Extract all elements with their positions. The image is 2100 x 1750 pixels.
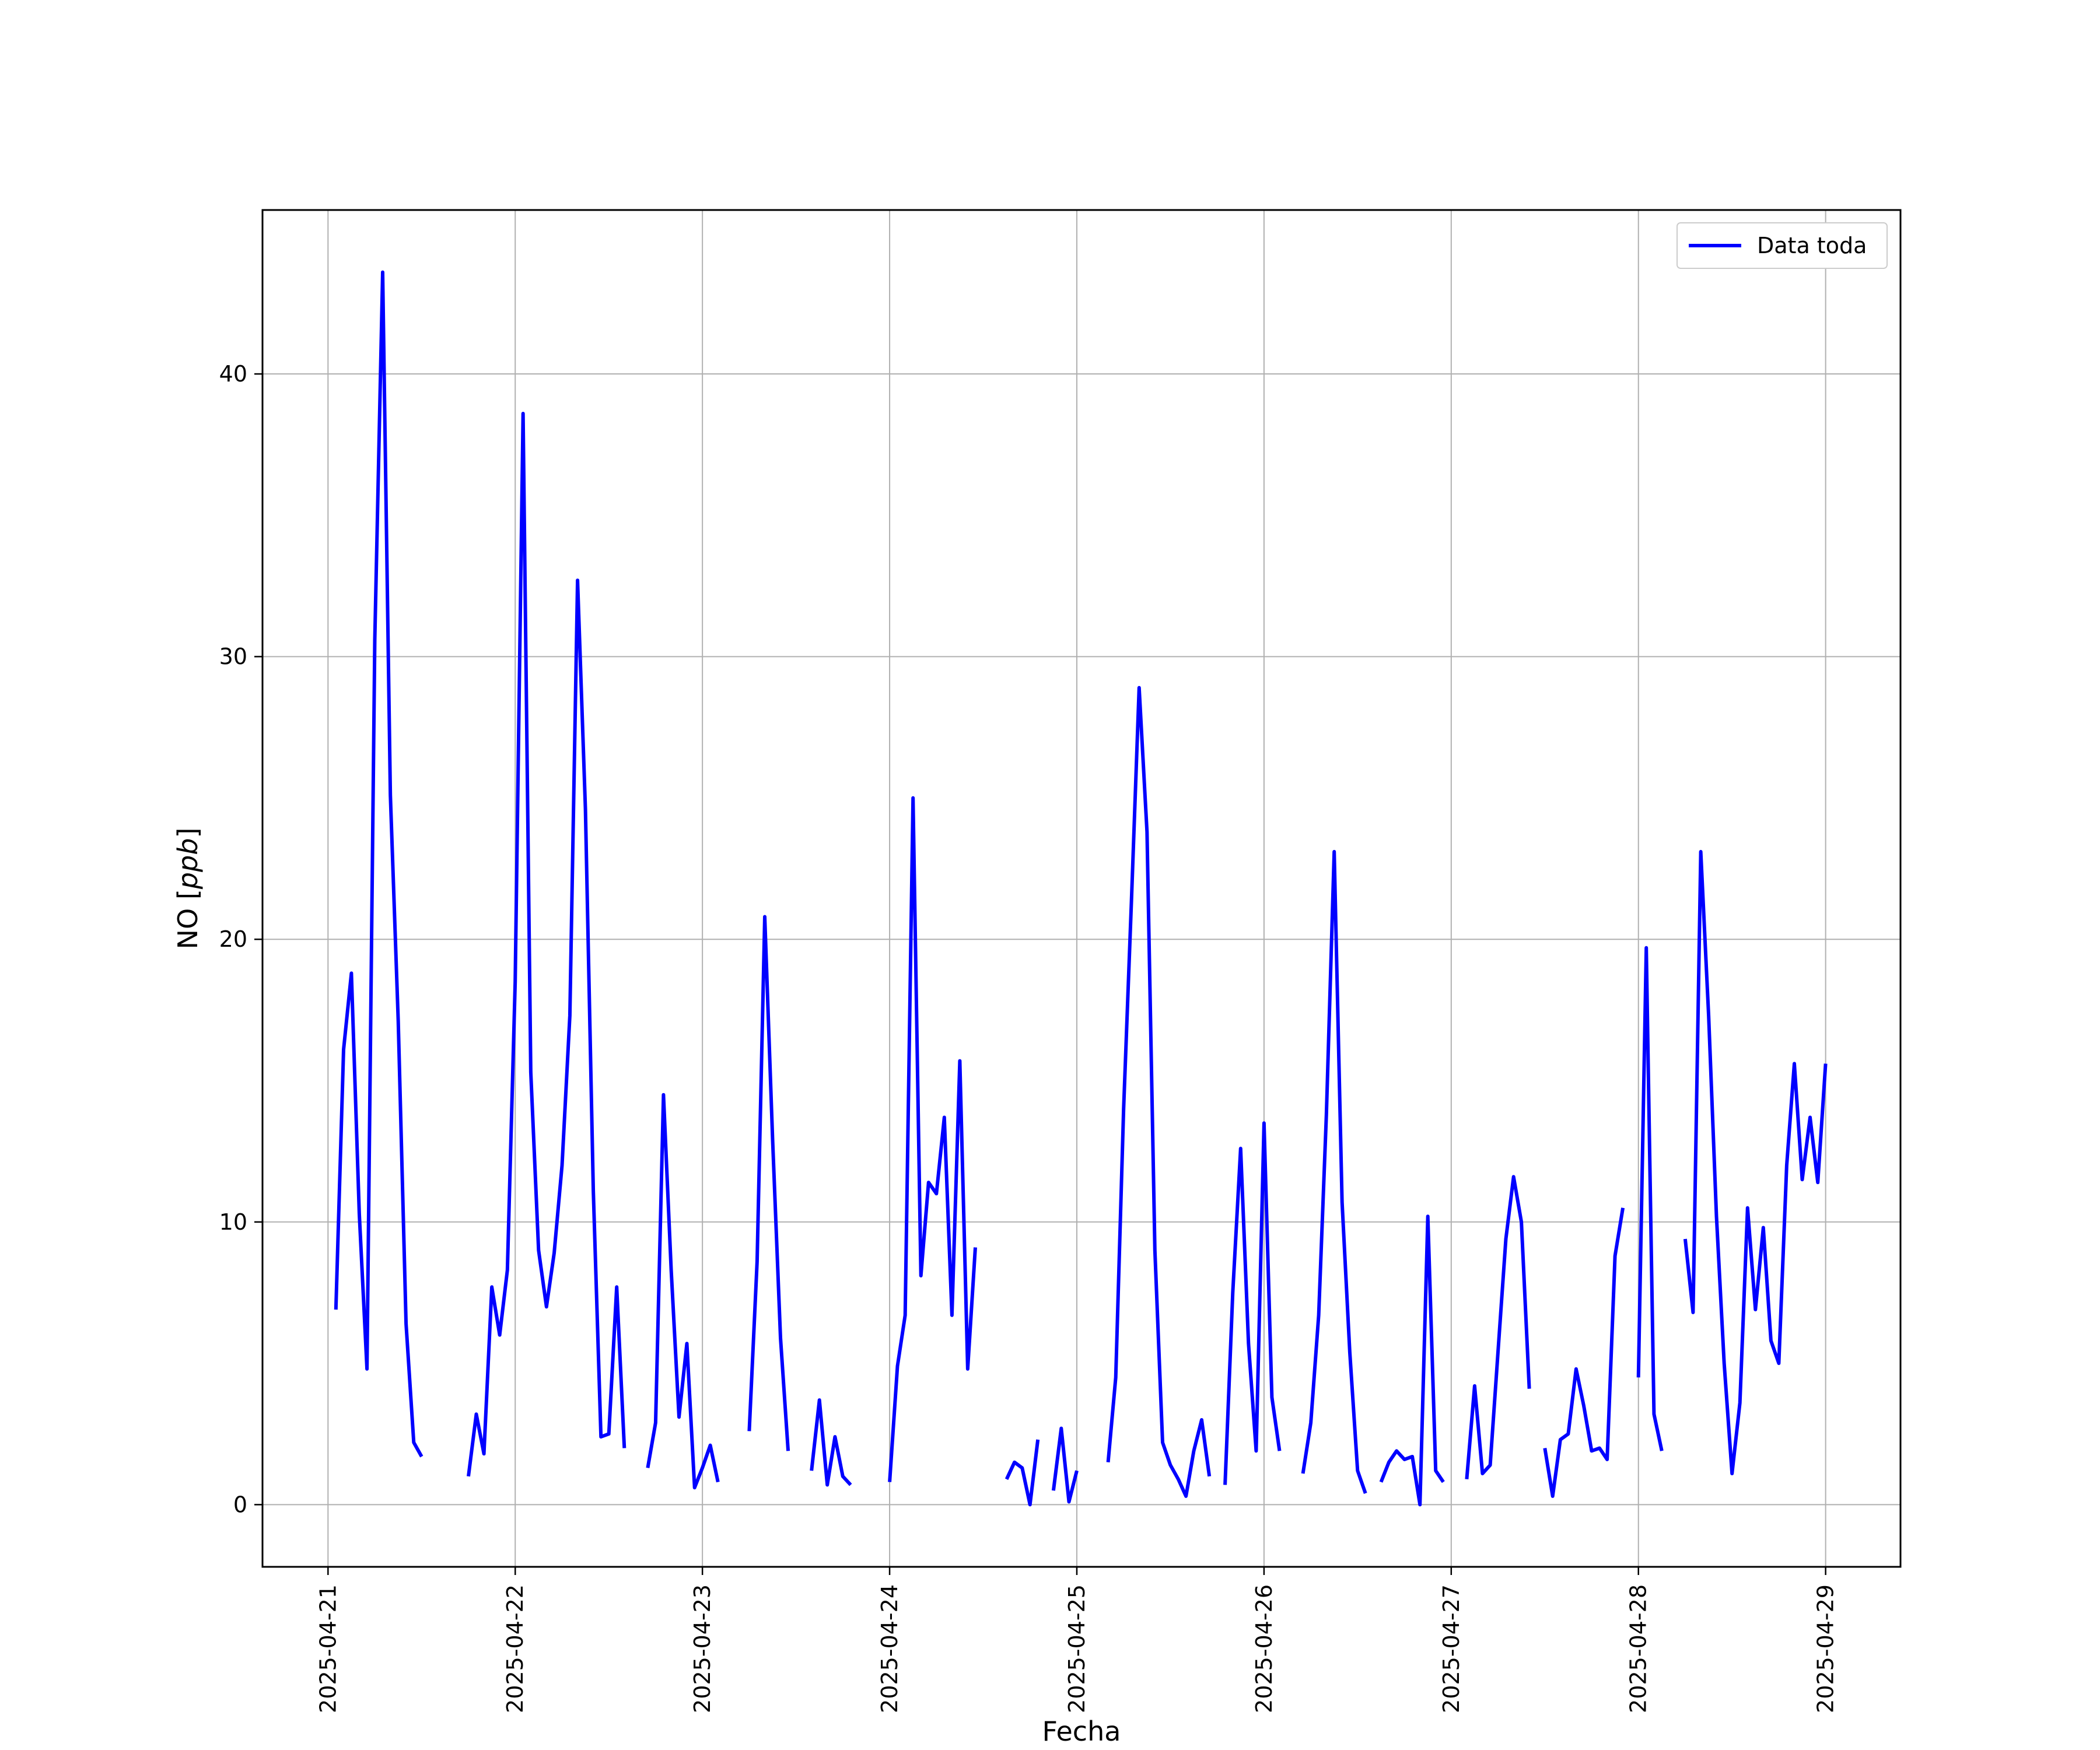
y-tick-label: 30	[219, 644, 247, 670]
x-tick-label: 2025-04-22	[502, 1584, 528, 1713]
series-line-segment	[646, 1093, 720, 1490]
legend-entry-label: Data toda	[1757, 233, 1867, 258]
y-tick-label: 20	[219, 926, 247, 952]
series-line-segment	[810, 1398, 852, 1487]
series-line-segment	[1683, 850, 1828, 1476]
series-line-segment	[1301, 850, 1367, 1494]
x-tick-label: 2025-04-25	[1064, 1584, 1090, 1713]
series-line-segment	[467, 411, 626, 1477]
y-axis-label-unit: ppb	[172, 838, 204, 890]
x-tick-label: 2025-04-21	[315, 1584, 341, 1713]
y-axis-label-suffix: ]	[172, 828, 204, 838]
x-tick-label: 2025-04-29	[1813, 1584, 1839, 1713]
legend: Data toda	[1676, 222, 1888, 269]
y-axis-label-prefix: NO [	[172, 889, 204, 949]
y-tick-label: 0	[233, 1492, 247, 1517]
x-tick-label: 2025-04-24	[877, 1584, 902, 1713]
y-axis-label: NO [ppb]	[172, 828, 204, 950]
x-tick-label: 2025-04-27	[1438, 1584, 1464, 1713]
legend-box	[1676, 222, 1888, 269]
x-axis: 2025-04-21 2025-04-22 2025-04-23 2025-04-24…	[315, 1567, 1839, 1713]
series-line-segment	[1223, 1121, 1282, 1485]
x-tick-label: 2025-04-26	[1251, 1584, 1277, 1713]
series-line-segment	[1636, 946, 1664, 1451]
data-series-lines	[334, 270, 1828, 1507]
series-line-segment	[1465, 1175, 1531, 1480]
series-line-segment	[1051, 1426, 1079, 1504]
y-axis: 0 10 20 30 40	[219, 361, 262, 1517]
series-line-segment	[1106, 685, 1212, 1498]
series-line-segment	[1543, 1208, 1625, 1498]
plot-background	[262, 210, 1901, 1567]
plot-frame	[261, 209, 1902, 1568]
series-line-segment	[888, 796, 977, 1482]
y-tick-label: 40	[219, 361, 247, 387]
y-tick-label: 10	[219, 1209, 247, 1235]
x-tick-label: 2025-04-28	[1626, 1584, 1651, 1713]
plot-area	[261, 209, 1902, 1568]
series-line-segment	[1379, 1214, 1445, 1507]
x-tick-label: 2025-04-23	[690, 1584, 715, 1713]
x-axis-label: Fecha	[1042, 1716, 1121, 1747]
series-line-segment	[1005, 1439, 1040, 1507]
series-line-segment	[747, 915, 790, 1451]
series-line-segment	[334, 270, 424, 1458]
